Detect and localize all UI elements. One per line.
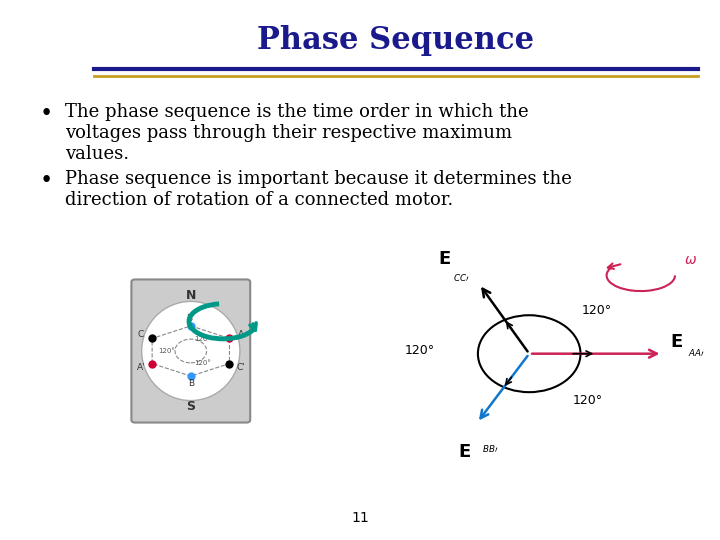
Ellipse shape — [142, 301, 240, 401]
Text: 120°: 120° — [582, 305, 612, 318]
Text: 120°: 120° — [194, 360, 212, 366]
Text: B': B' — [186, 314, 195, 323]
Text: A: A — [238, 330, 244, 339]
Text: •: • — [40, 170, 53, 192]
Text: N: N — [186, 289, 196, 302]
Text: 120°: 120° — [158, 348, 175, 354]
FancyBboxPatch shape — [132, 280, 251, 422]
Text: A': A' — [137, 363, 145, 372]
Text: $\mathbf{E}$: $\mathbf{E}$ — [458, 443, 471, 461]
Text: values.: values. — [65, 145, 129, 163]
Text: $_{AA\prime}$: $_{AA\prime}$ — [688, 346, 704, 359]
Text: voltages pass through their respective maximum: voltages pass through their respective m… — [65, 124, 512, 141]
Text: $\mathbf{E}$: $\mathbf{E}$ — [670, 333, 683, 351]
Text: B: B — [188, 379, 194, 388]
Text: $_{CC\prime}$: $_{CC\prime}$ — [453, 271, 469, 284]
Text: Phase sequence is important because it determines the: Phase sequence is important because it d… — [65, 170, 572, 188]
Text: 120°: 120° — [405, 345, 435, 357]
Text: $_{BB\prime}$: $_{BB\prime}$ — [482, 442, 499, 455]
Text: 120°: 120° — [573, 395, 603, 408]
Text: C: C — [138, 330, 144, 339]
Text: •: • — [40, 103, 53, 125]
Text: $\omega$: $\omega$ — [684, 253, 697, 267]
Text: 11: 11 — [351, 511, 369, 525]
Text: $\mathbf{E}$: $\mathbf{E}$ — [438, 250, 451, 268]
Text: Phase Sequence: Phase Sequence — [258, 25, 534, 56]
Text: direction of rotation of a connected motor.: direction of rotation of a connected mot… — [65, 191, 453, 209]
Text: S: S — [186, 400, 195, 413]
Text: 120°: 120° — [194, 336, 212, 342]
Text: C': C' — [236, 363, 245, 372]
Text: The phase sequence is the time order in which the: The phase sequence is the time order in … — [65, 103, 528, 120]
